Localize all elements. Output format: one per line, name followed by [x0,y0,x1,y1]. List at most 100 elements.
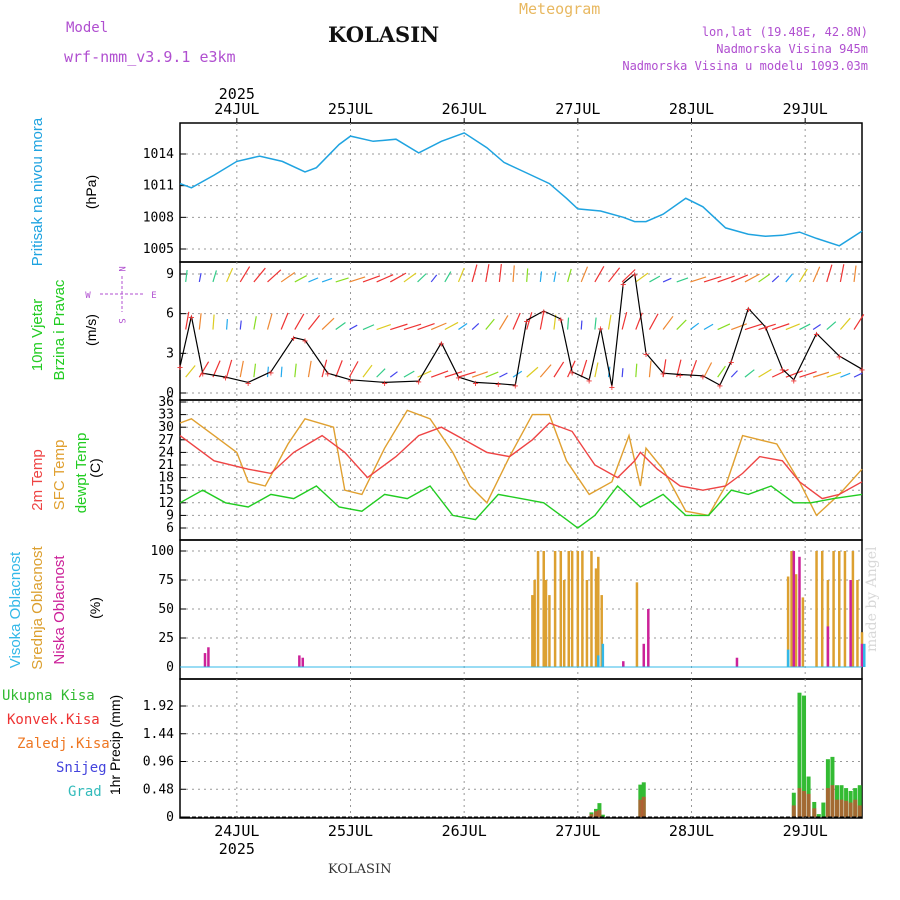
bottom-day-label: 28JUL [669,822,714,840]
cloud-bar [533,580,536,667]
wind-barb [609,268,620,282]
cloud-tick-label: 50 [158,602,174,617]
wind-speed-marker: + [245,378,251,389]
pressure-line [180,133,862,246]
cloud-bar [852,551,855,667]
compass-south: S [116,318,126,323]
cloud-bar [793,551,796,667]
precip-bar [835,800,839,817]
model-label: Model [66,20,108,36]
precip-bar [812,808,816,817]
precip-frame [180,679,862,818]
wind-tick-label: 3 [166,346,174,361]
precip-bar [642,797,646,817]
cloud-bar [643,644,646,667]
wind-barb [568,269,572,282]
cloud-bar [590,551,593,667]
wind-barb [690,277,706,282]
wind-barb [377,325,391,330]
model-elevation: Nadmorska Visina u modelu 1093.03m [622,59,868,73]
top-day-label: 28JUL [669,100,714,118]
wind-speed-marker: + [859,365,865,376]
wind-speed-marker: + [598,324,604,335]
cloud-bar [798,557,801,667]
precip-tick-label: 1.92 [143,699,174,714]
wind-barb [295,276,307,282]
wind-barb [486,264,489,282]
precip-bar [821,803,825,817]
wind-speed-marker: + [325,369,331,380]
wind-barb [295,314,304,330]
cloud-tick-label: 25 [158,631,174,646]
wind-speed-marker: + [762,323,768,334]
precip-bar [597,810,601,817]
cloud-bar [861,644,864,667]
wind-barb [595,318,596,330]
wind-barb [213,315,214,330]
cloud-bar [856,580,859,667]
wind-barb [295,364,296,377]
wind-barb [663,278,671,282]
dewpoint-line [180,486,862,528]
wind-barb [418,274,427,282]
wind-barb [540,365,551,378]
cloud-unit: (%) [87,597,103,619]
wind-barb [827,372,841,377]
wind-speed-marker: + [302,336,308,347]
top-year-label: 2025 [219,85,255,103]
wind-speed-marker: + [700,372,706,383]
precip-bar [594,811,598,817]
cloud-bar [595,568,598,667]
cloud-bar [577,551,580,667]
top-day-label: 26JUL [442,100,487,118]
wind-speed-marker: + [586,376,592,387]
wind-speed-marker: + [558,315,564,326]
wind-barb [568,318,569,330]
bottom-day-label: 29JUL [783,822,828,840]
wind-barb [786,274,793,282]
wind-barb [513,265,514,281]
wind-barb [472,265,477,282]
cloud-mid-axis-title: Srednja Oblacnost [29,545,46,669]
wind-barb [336,360,343,377]
wind-speed-marker: + [836,352,842,363]
wind-barb [840,373,850,377]
wind-barb [308,315,319,329]
wind-barb [554,272,556,282]
cloud-bar [790,551,793,667]
wind-barb [308,361,311,377]
wind-speed-marker: + [779,365,785,376]
cloud-bar [586,580,589,667]
bottom-day-label: 26JUL [442,822,487,840]
cloud-bar [602,644,605,667]
wind-barb [240,361,243,377]
wind-barb [349,277,365,282]
wind-barb [499,264,501,282]
wind-barb [622,312,627,329]
cloud-bar [849,580,852,667]
cloud-bar [597,655,600,667]
wind-speed-marker: + [438,339,444,350]
bottom-day-label: 25JUL [328,822,373,840]
model-name: wrf-nmm_v3.9.1 e3km [64,48,236,66]
cloud-tick-label: 75 [158,573,174,588]
wind-barb [609,315,611,330]
wind-axis-title: 10m Vjetar [29,299,46,372]
cloud-bar [207,647,210,667]
wind-speed-marker: + [524,316,530,327]
wind-barb [731,371,737,378]
wind-barb [240,321,241,330]
wind-barb [254,268,265,282]
bottom-day-label: 27JUL [555,822,600,840]
temperature-frame [180,400,862,540]
wind-barb [458,324,467,330]
precip-bar [858,805,862,817]
precip-bar [853,800,857,817]
wind-speed-marker: + [643,349,649,360]
temperature-tick-label: 6 [166,521,174,536]
wind-tick-label: 9 [166,267,174,282]
wind-speed-marker: + [541,307,547,318]
cloud-tick-label: 100 [151,544,174,559]
wind-barb [254,316,256,329]
cloud-bar [545,580,548,667]
